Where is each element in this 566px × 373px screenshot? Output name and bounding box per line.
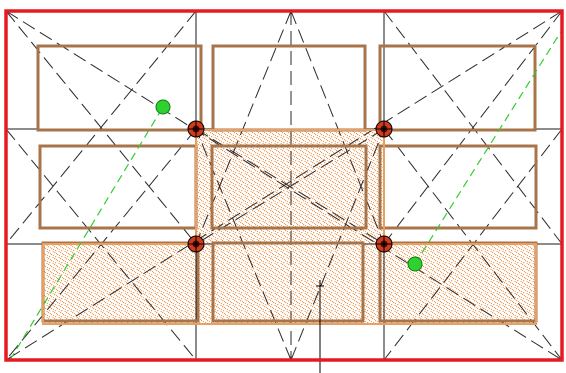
diagonal-guide: [5, 10, 197, 245]
snap-points[interactable]: [187, 120, 393, 253]
selected-cell-fill: [43, 242, 198, 324]
crosshair-cursor-icon: [316, 280, 324, 373]
snap-point-bottom-left[interactable]: [187, 235, 205, 253]
snap-point-top-right[interactable]: [375, 120, 393, 138]
panel-1-2[interactable]: [211, 44, 367, 132]
panel-2-3[interactable]: [378, 144, 538, 230]
selected-cell-fill: [198, 242, 380, 324]
green-guide-line: [414, 29, 563, 265]
green-point-start[interactable]: [155, 99, 171, 115]
diagonal-guide: [195, 128, 385, 245]
green-point-end[interactable]: [407, 256, 423, 272]
panel-grid[interactable]: [36, 44, 538, 323]
panel-2-2[interactable]: [210, 144, 368, 230]
canvas-frame: [4, 9, 564, 362]
selected-cell-fill: [380, 242, 536, 324]
snap-point-top-left[interactable]: [187, 120, 205, 138]
selection-boundary: [42, 129, 537, 325]
diagonal-guide: [383, 10, 563, 245]
green-guide-line: [9, 106, 164, 361]
diagonal-guide: [290, 10, 385, 245]
selection-outline: [42, 129, 537, 325]
green-guide[interactable]: [9, 29, 563, 361]
panel-3-2[interactable]: [211, 241, 365, 323]
panel-1-3[interactable]: [378, 44, 537, 132]
panel-1-1[interactable]: [36, 44, 203, 132]
snap-point-bottom-right[interactable]: [375, 235, 393, 253]
diagonal-guide: [5, 10, 563, 361]
